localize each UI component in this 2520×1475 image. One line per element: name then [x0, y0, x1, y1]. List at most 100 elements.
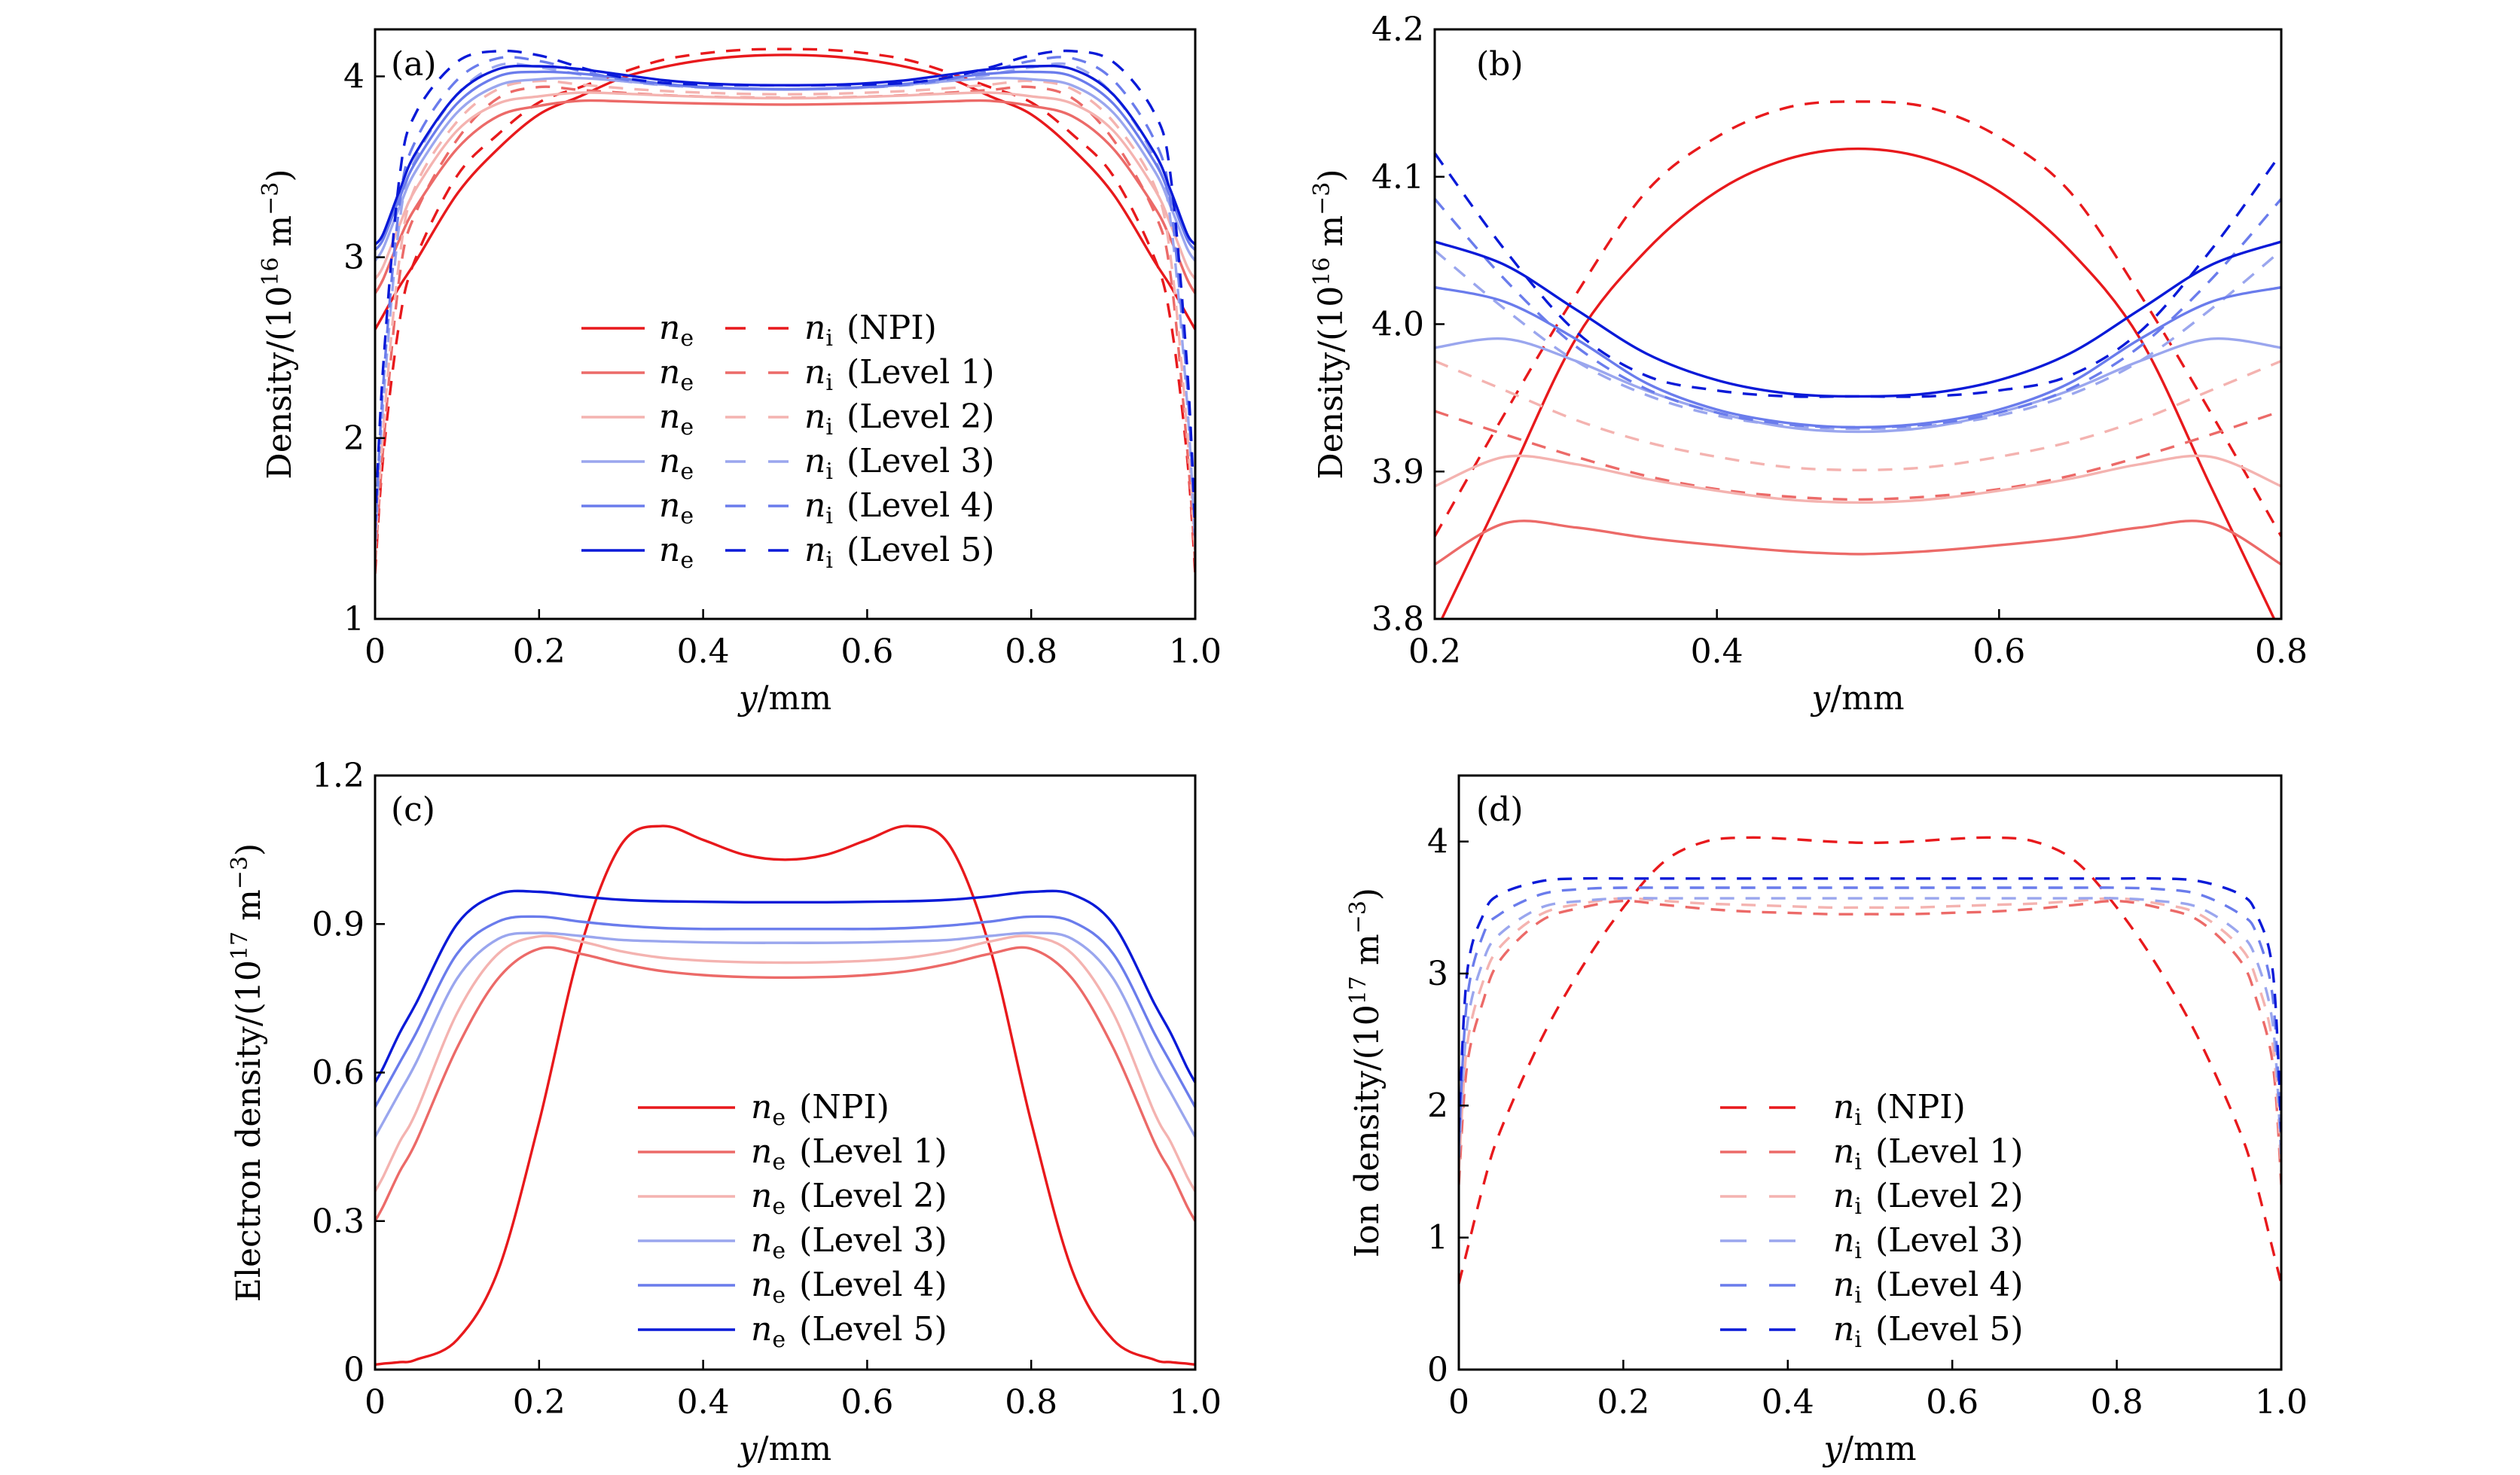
series-line-n-e-level-2-: [375, 934, 1195, 1193]
y-tick-label: 0.9: [312, 905, 365, 943]
x-axis-unit: /mm: [1830, 679, 1904, 718]
legend-label: ne: [659, 486, 694, 529]
panel-label: (c): [391, 791, 435, 829]
y-axis-label-exp: 16: [258, 258, 284, 286]
y-axis-label-pre: Density/(10: [261, 286, 299, 480]
x-tick-label: 0.4: [1691, 632, 1744, 671]
legend-label-symbol: n: [751, 1310, 772, 1349]
legend-label-symbol: n: [751, 1177, 772, 1215]
legend-label-subscript: i: [1854, 1193, 1862, 1220]
legend-label-symbol: n: [1833, 1177, 1854, 1215]
x-axis-var: y: [1822, 1430, 1843, 1468]
legend-label-subscript: e: [680, 503, 694, 529]
x-axis-unit: /mm: [758, 679, 831, 718]
legend-label-text: (Level 4): [799, 1266, 947, 1304]
legend-label-text: (Level 4): [847, 486, 995, 525]
x-tick-label: 1.0: [1169, 1383, 1222, 1422]
legend-label-symbol: n: [1833, 1266, 1854, 1304]
y-axis-label-exp: 16: [1309, 258, 1335, 286]
panel-c: 0 0.2 0.4 0.6 0.8 1.0 0 0.3 0.6 0.9 1.2 (c) y/mm Elec…: [227, 757, 1222, 1468]
series-line-n-i-level-4-: [1459, 886, 2281, 1145]
legend-label: ne (Level 3): [751, 1221, 947, 1264]
legend-label-symbol: n: [659, 353, 680, 392]
legend-label-symbol: n: [659, 398, 680, 436]
x-axis-label: y/mm: [1810, 679, 1904, 718]
x-tick-label: 0.6: [1972, 632, 2025, 671]
y-tick-label: 1.2: [312, 757, 365, 795]
y-tick-label: 4.1: [1371, 158, 1424, 197]
legend-label-subscript: i: [1854, 1327, 1862, 1353]
series-line-n-i-level-5-: [375, 49, 1195, 529]
legend-label-subscript: e: [772, 1238, 786, 1264]
y-axis-label-exp2: −3: [227, 856, 253, 889]
legend: ne (NPI)ne (Level 1)ne (Level 2)ne (Level 3)…: [638, 1088, 947, 1353]
legend-label: ne: [659, 398, 694, 440]
series-group: [375, 47, 1195, 574]
y-axis-label-exp2: −3: [258, 182, 284, 215]
legend-label-subscript: e: [680, 459, 694, 485]
legend-label: ni (Level 2): [804, 398, 995, 440]
legend-label-subscript: i: [1854, 1282, 1862, 1309]
y-axis-label: Density/(1016 m−3): [258, 169, 299, 479]
y-axis-label-exp2: −3: [1345, 901, 1371, 934]
legend-label-symbol: n: [1833, 1132, 1854, 1171]
series-line-n-i-level-1-: [375, 85, 1195, 565]
legend-label-text: (Level 3): [847, 442, 995, 480]
y-axis-label-post: ): [261, 169, 299, 181]
legend-label-subscript: i: [1854, 1105, 1862, 1131]
legend-label: ne: [659, 353, 694, 396]
y-axis-label-post: ): [230, 843, 268, 856]
legend-label-symbol: n: [751, 1132, 772, 1171]
series-group: [1459, 836, 2281, 1285]
legend-label: ni (Level 3): [1833, 1221, 2024, 1264]
y-tick-label: 3: [343, 239, 365, 277]
panel-label: (d): [1476, 791, 1524, 829]
legend-label-text: (Level 2): [847, 398, 995, 436]
series-line-n-e-level-1-: [375, 99, 1195, 294]
legend-label: ni (Level 5): [804, 531, 995, 574]
y-tick-label: 1: [343, 600, 365, 638]
series-line-n-i-level-2-: [1435, 359, 2281, 472]
series-line-n-e-level-1-: [375, 946, 1195, 1222]
series-line-n-i-npi-: [1459, 836, 2281, 1285]
legend-label: ni (NPI): [1833, 1088, 1966, 1131]
series-line-n-e-level-5-: [375, 889, 1195, 1083]
y-tick-label: 0: [343, 1351, 365, 1389]
y-tick-label: 0.6: [312, 1054, 365, 1093]
legend-label-symbol: n: [751, 1266, 772, 1304]
y-tick-label: 3.9: [1371, 453, 1424, 491]
legend-label-subscript: i: [1854, 1149, 1862, 1175]
legend-label-text: (Level 3): [1875, 1221, 2024, 1260]
panel-a: 0 0.2 0.4 0.6 0.8 1.0 1 2 3 4 (a) y/mm Density/(1016…: [258, 28, 1222, 718]
legend-label-symbol: n: [659, 309, 680, 347]
x-tick-label: 0.8: [1005, 632, 1057, 671]
legend-label: ni (Level 4): [804, 486, 995, 529]
legend-label: ni (Level 5): [1833, 1310, 2024, 1353]
x-tick-label: 0.8: [2091, 1383, 2143, 1422]
legend-label-subscript: i: [1854, 1238, 1862, 1264]
series-line-n-i-level-2-: [1459, 897, 2281, 1172]
legend-label-text: (Level 2): [799, 1177, 947, 1215]
series-line-n-i-npi-: [1435, 100, 2281, 538]
y-tick-label: 0.3: [312, 1202, 365, 1241]
x-tick-label: 0: [365, 1383, 386, 1422]
series-group: [375, 824, 1195, 1367]
y-tick-label: 0: [1427, 1351, 1448, 1389]
x-tick-label: 1.0: [1169, 632, 1222, 671]
legend-label-symbol: n: [659, 486, 680, 525]
y-tick-label: 3.8: [1371, 600, 1424, 638]
legend-label-symbol: n: [659, 531, 680, 569]
legend: ni (NPI)ni (Level 1)ni (Level 2)ni (Level 3)…: [1720, 1088, 2024, 1353]
plot-frame: [374, 28, 1197, 620]
x-tick-label: 0.6: [841, 1383, 893, 1422]
series-line-n-e-level-4-: [1435, 285, 2281, 429]
legend-label-symbol: n: [1833, 1088, 1854, 1126]
legend-label-symbol: n: [804, 442, 825, 480]
legend-label-symbol: n: [804, 531, 825, 569]
x-tick-label: 0.2: [513, 1383, 566, 1422]
legend: ne ni (NPI)ne ni (Level 1)ne ni (Level 2)ne ni(…: [581, 309, 995, 574]
x-axis-var: y: [737, 1430, 758, 1468]
legend-label-subscript: i: [825, 503, 833, 529]
legend-label-subscript: i: [825, 370, 833, 396]
